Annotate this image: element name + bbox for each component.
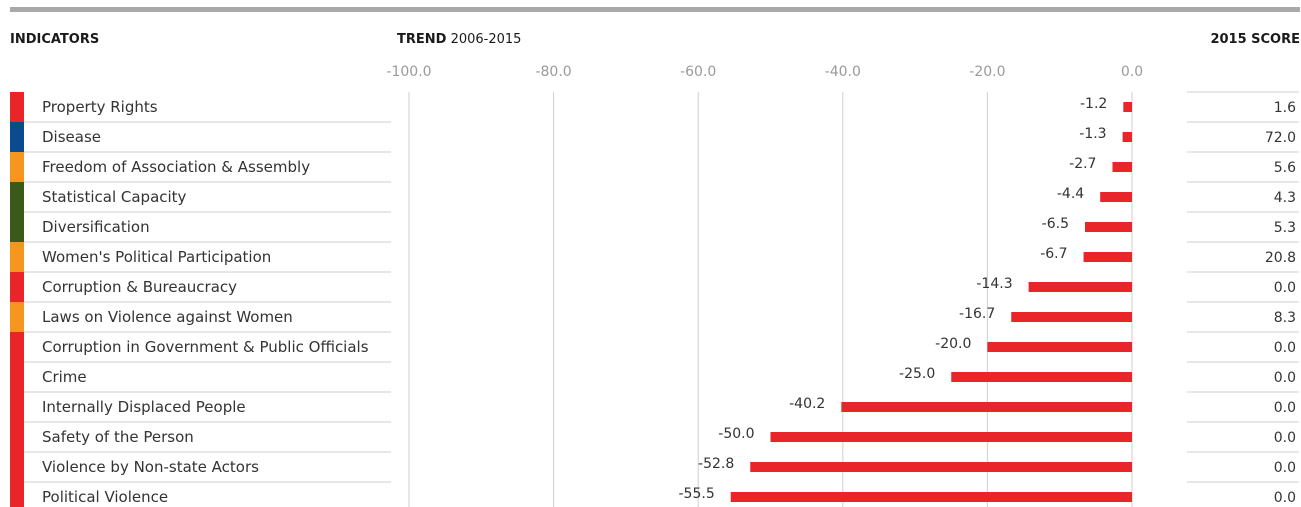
bar-value-label: -1.3: [1079, 126, 1106, 142]
category-color-marker: [10, 302, 24, 332]
indicators-header: INDICATORS: [10, 32, 100, 47]
indicator-label: Safety of the Person: [42, 428, 194, 446]
trend-header: TREND 2006-2015: [397, 32, 521, 47]
category-color-marker: [10, 272, 24, 302]
score-header: 2015 SCORE: [1210, 32, 1300, 47]
bar: [1011, 312, 1132, 322]
category-color-marker: [10, 362, 24, 392]
score-value: 72.0: [1265, 130, 1296, 146]
bar-value-label: -6.5: [1042, 216, 1069, 232]
x-tick-label: -40.0: [825, 64, 861, 80]
category-color-marker: [10, 332, 24, 362]
indicator-label: Statistical Capacity: [42, 188, 187, 206]
category-color-marker: [10, 182, 24, 212]
bar-value-label: -25.0: [899, 366, 935, 382]
x-tick-label: -60.0: [680, 64, 716, 80]
score-value: 0.0: [1274, 430, 1296, 446]
bar: [1100, 192, 1132, 202]
bar: [1112, 162, 1132, 172]
category-color-marker: [10, 212, 24, 242]
category-color-marker: [10, 152, 24, 182]
bar: [770, 432, 1132, 442]
score-value: 0.0: [1274, 400, 1296, 416]
score-value: 0.0: [1274, 370, 1296, 386]
score-value: 8.3: [1274, 310, 1296, 326]
bar: [841, 402, 1132, 412]
bar-value-label: -14.3: [976, 276, 1012, 292]
bar-value-label: -2.7: [1069, 156, 1096, 172]
category-color-marker: [10, 122, 24, 152]
indicator-label: Freedom of Association & Assembly: [42, 158, 310, 176]
category-color-marker: [10, 242, 24, 272]
score-value: 0.0: [1274, 490, 1296, 506]
score-value: 5.3: [1274, 220, 1296, 236]
bar: [1085, 222, 1132, 232]
x-tick-label: -20.0: [969, 64, 1005, 80]
category-color-marker: [10, 392, 24, 422]
score-value: 0.0: [1274, 340, 1296, 356]
indicator-label: Disease: [42, 128, 101, 146]
trend-header-range: 2006-2015: [450, 32, 522, 47]
bar: [730, 492, 1132, 502]
category-color-marker: [10, 482, 24, 507]
category-color-marker: [10, 452, 24, 482]
trend-header-bold: TREND: [397, 32, 447, 47]
x-tick-label: -80.0: [535, 64, 571, 80]
indicator-label: Diversification: [42, 218, 150, 236]
score-value: 20.8: [1265, 250, 1296, 266]
indicator-label: Political Violence: [42, 488, 168, 506]
category-color-marker: [10, 422, 24, 452]
score-value: 1.6: [1274, 100, 1296, 116]
indicator-label: Corruption in Government & Public Offici…: [42, 338, 369, 356]
category-color-marker: [10, 92, 24, 122]
bar: [987, 342, 1132, 352]
bar-value-label: -52.8: [698, 456, 734, 472]
score-value: 4.3: [1274, 190, 1296, 206]
indicator-label: Crime: [42, 368, 87, 386]
x-tick-label: 0.0: [1121, 64, 1143, 80]
bar-value-label: -20.0: [935, 336, 971, 352]
score-value: 5.6: [1274, 160, 1296, 176]
bar: [951, 372, 1132, 382]
indicator-label: Property Rights: [42, 98, 158, 116]
bar-value-label: -1.2: [1080, 96, 1107, 112]
bar: [750, 462, 1132, 472]
x-tick-label: -100.0: [386, 64, 431, 80]
bar-value-label: -40.2: [789, 396, 825, 412]
bar: [1028, 282, 1132, 292]
indicator-label: Women's Political Participation: [42, 248, 271, 266]
bar-value-label: -16.7: [959, 306, 995, 322]
score-value: 0.0: [1274, 280, 1296, 296]
bar-value-label: -6.7: [1040, 246, 1067, 262]
bar-value-label: -50.0: [718, 426, 754, 442]
indicator-label: Corruption & Bureaucracy: [42, 278, 237, 296]
indicator-label: Violence by Non-state Actors: [42, 458, 259, 476]
bar-value-label: -55.5: [679, 486, 715, 502]
top-rule: [10, 7, 1300, 12]
indicator-label: Laws on Violence against Women: [42, 308, 293, 326]
score-value: 0.0: [1274, 460, 1296, 476]
bar: [1083, 252, 1132, 262]
bar: [1122, 132, 1132, 142]
indicator-label: Internally Displaced People: [42, 398, 246, 416]
bar: [1123, 102, 1132, 112]
bar-value-label: -4.4: [1057, 186, 1084, 202]
